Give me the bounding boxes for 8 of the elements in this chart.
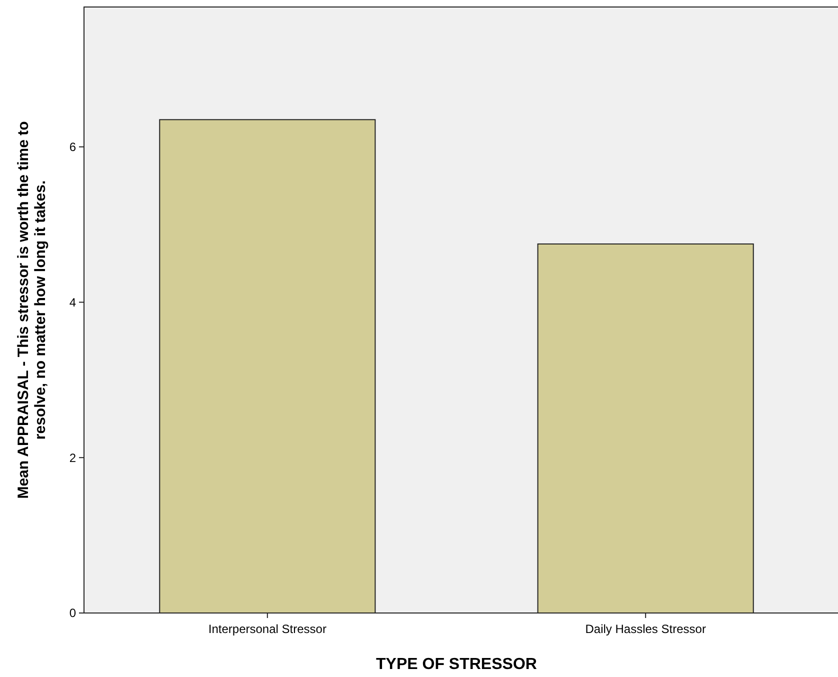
y-tick-label: 4 [69,295,76,310]
y-tick-label: 6 [69,140,76,154]
x-axis-title: TYPE OF STRESSOR [376,656,538,673]
y-tick-label: 2 [69,450,76,465]
x-tick-label: Interpersonal Stressor [208,622,326,636]
y-axis-title: Mean APPRAISAL - This stressor is worth the time to resolve, no matter how long it takes. [15,121,49,499]
y-tick-label: 0 [69,606,76,620]
x-tick-label: Daily Hassles Stressor [585,622,706,636]
